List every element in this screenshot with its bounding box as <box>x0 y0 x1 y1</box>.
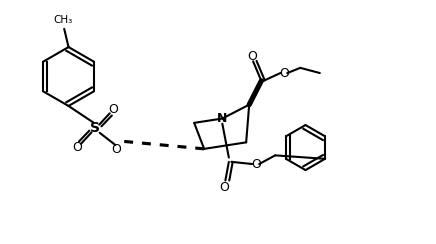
Text: O: O <box>247 50 257 63</box>
Text: O: O <box>111 143 121 156</box>
Text: CH₃: CH₃ <box>54 15 73 25</box>
Text: O: O <box>220 181 229 194</box>
Text: O: O <box>72 141 82 154</box>
Text: N: N <box>217 112 228 125</box>
Text: S: S <box>90 122 100 135</box>
Text: O: O <box>279 67 289 80</box>
Text: O: O <box>251 158 261 171</box>
Text: O: O <box>109 103 119 116</box>
